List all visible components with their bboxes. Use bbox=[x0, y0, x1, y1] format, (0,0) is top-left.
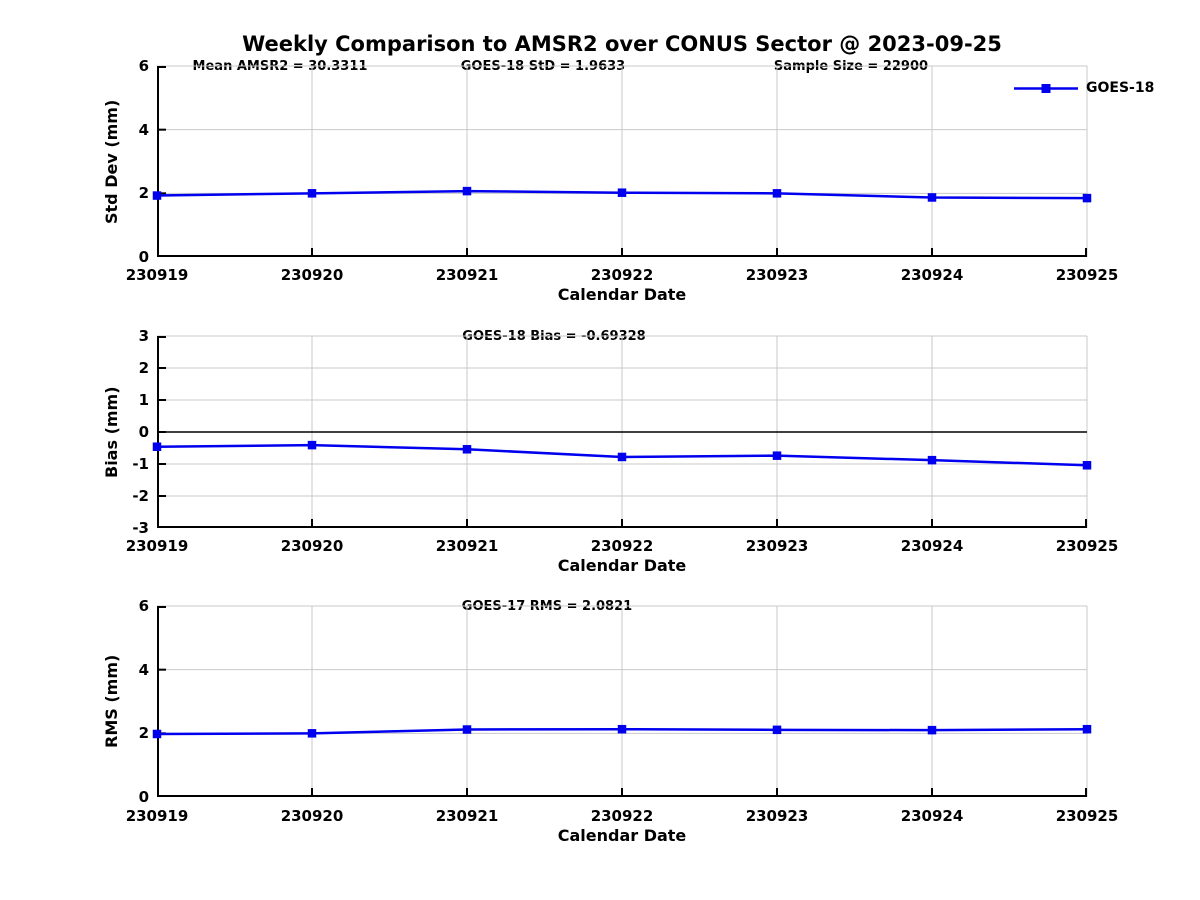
y-tick-label: 0 bbox=[138, 423, 149, 441]
data-point-marker bbox=[307, 189, 317, 198]
x-tick-label: 230921 bbox=[435, 266, 499, 284]
y-tick-label: -1 bbox=[132, 455, 149, 473]
x-tick-label: 230919 bbox=[125, 537, 189, 555]
legend: GOES-18 bbox=[1013, 80, 1154, 96]
y-tick-label: -3 bbox=[132, 519, 149, 537]
x-tick-label: 230920 bbox=[280, 807, 344, 825]
bias-x-axis-label: Calendar Date bbox=[557, 556, 687, 575]
rms-plot-area bbox=[152, 605, 1092, 797]
data-point-marker bbox=[307, 440, 317, 450]
y-tick-label: 1 bbox=[138, 391, 149, 409]
data-point-marker bbox=[152, 442, 162, 451]
x-tick-label: 230921 bbox=[435, 807, 499, 825]
y-tick-label: 6 bbox=[138, 597, 149, 615]
x-tick-label: 230923 bbox=[745, 807, 809, 825]
data-point-marker bbox=[927, 455, 937, 465]
x-tick-label: 230924 bbox=[900, 266, 964, 284]
data-point-marker bbox=[462, 186, 472, 196]
legend-line-marker-icon bbox=[1014, 83, 1078, 93]
x-tick-label: 230919 bbox=[125, 266, 189, 284]
data-point-marker bbox=[617, 188, 627, 197]
x-tick-label: 230920 bbox=[280, 537, 344, 555]
legend-label: GOES-18 bbox=[1086, 80, 1155, 96]
data-point-marker bbox=[1082, 724, 1092, 734]
x-tick-label: 230921 bbox=[435, 537, 499, 555]
x-tick-label: 230923 bbox=[745, 266, 809, 284]
data-point-marker bbox=[927, 193, 937, 202]
x-tick-label: 230925 bbox=[1055, 537, 1119, 555]
stddev-y-axis-label: Std Dev (mm) bbox=[102, 99, 121, 224]
x-tick-label: 230924 bbox=[900, 807, 964, 825]
data-point-marker bbox=[152, 729, 162, 739]
data-point-marker bbox=[1082, 461, 1092, 470]
y-tick-label: 2 bbox=[138, 359, 149, 377]
x-tick-label: 230919 bbox=[125, 807, 189, 825]
x-tick-label: 230924 bbox=[900, 537, 964, 555]
data-point-marker bbox=[307, 729, 317, 738]
y-tick-label: -2 bbox=[132, 487, 149, 505]
data-point-marker bbox=[617, 452, 627, 462]
data-point-marker bbox=[1082, 193, 1092, 203]
y-tick-label: 2 bbox=[138, 184, 149, 203]
data-point-marker bbox=[772, 189, 782, 198]
y-tick-label: 6 bbox=[138, 57, 149, 75]
data-point-marker bbox=[462, 445, 472, 454]
y-tick-label: 0 bbox=[138, 788, 149, 806]
stddev-x-axis-label: Calendar Date bbox=[557, 285, 687, 304]
figure-title: Weekly Comparison to AMSR2 over CONUS Se… bbox=[242, 32, 1002, 56]
y-tick-label: 3 bbox=[138, 327, 149, 345]
x-tick-label: 230923 bbox=[745, 537, 809, 555]
bias-plot-area bbox=[152, 335, 1092, 528]
y-tick-label: 2 bbox=[138, 724, 149, 743]
data-point-marker bbox=[772, 451, 782, 460]
x-tick-label: 230925 bbox=[1055, 807, 1119, 825]
rms-x-axis-label: Calendar Date bbox=[557, 826, 687, 845]
y-tick-label: 4 bbox=[138, 660, 149, 679]
x-tick-label: 230925 bbox=[1055, 266, 1119, 284]
y-tick-label: 0 bbox=[138, 248, 149, 266]
x-tick-label: 230920 bbox=[280, 266, 344, 284]
x-tick-label: 230922 bbox=[590, 807, 654, 825]
data-point-marker bbox=[617, 724, 627, 734]
x-tick-label: 230922 bbox=[590, 266, 654, 284]
data-point-marker bbox=[927, 725, 937, 735]
data-point-marker bbox=[772, 725, 782, 735]
stddev-plot-area bbox=[152, 65, 1092, 257]
x-tick-label: 230922 bbox=[590, 537, 654, 555]
y-tick-label: 4 bbox=[138, 120, 149, 139]
data-point-marker bbox=[462, 725, 472, 734]
rms-y-axis-label: RMS (mm) bbox=[102, 654, 121, 749]
data-point-marker bbox=[152, 191, 162, 200]
